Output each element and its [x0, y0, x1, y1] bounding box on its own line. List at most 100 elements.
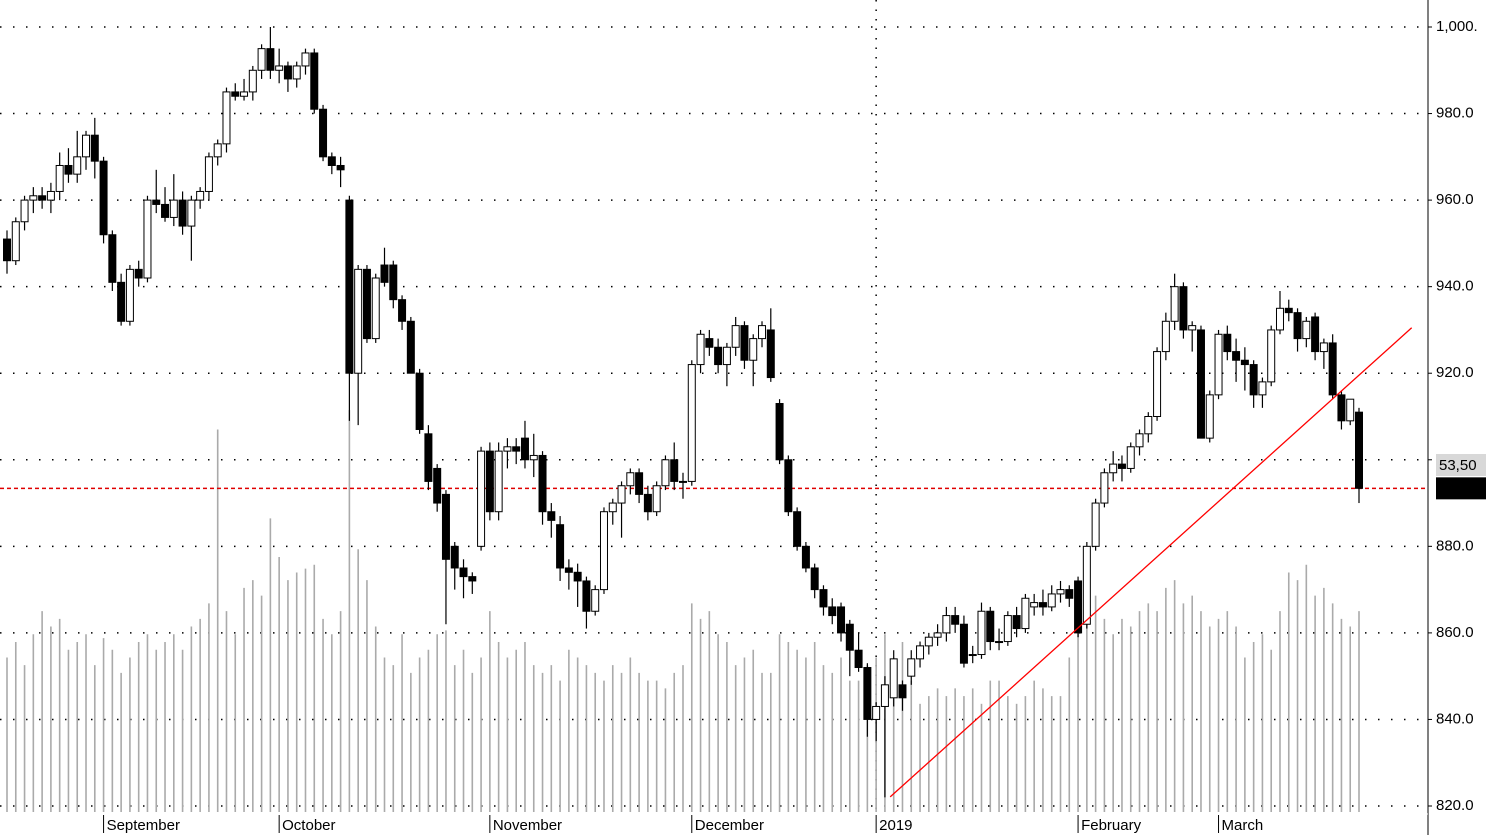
candle-body [687, 364, 696, 482]
candle-body [1153, 351, 1162, 418]
x-tick-label: December [695, 817, 764, 834]
candle-body [529, 454, 538, 461]
candle-body [1074, 580, 1083, 634]
candle-body [1355, 411, 1363, 489]
candle-body [90, 134, 99, 162]
candle-body [1346, 398, 1355, 422]
candle-body [520, 437, 529, 461]
candle-body [310, 52, 319, 110]
candle-body [1223, 333, 1232, 353]
candle-body [959, 623, 968, 664]
candle-body [1232, 351, 1241, 361]
candle-body [872, 705, 881, 720]
candle-body [3, 238, 11, 262]
candle-body [784, 459, 793, 513]
candle-body [424, 433, 433, 482]
candle-body [863, 667, 872, 720]
candle-body [670, 459, 679, 482]
candle-body [1135, 433, 1144, 448]
candle-body [845, 623, 854, 651]
candle-body [1161, 320, 1170, 353]
candle-body [608, 502, 617, 513]
candle-body [275, 65, 284, 71]
candle-body [924, 636, 933, 647]
candle-body [1126, 446, 1135, 469]
candle-body [1082, 545, 1091, 625]
candle-body [801, 545, 810, 569]
x-tick-label: November [493, 817, 562, 834]
candle-body [837, 606, 846, 634]
candle-body [231, 91, 240, 97]
candle-body [450, 545, 459, 569]
candle-body [336, 164, 345, 171]
candle-body [617, 485, 626, 504]
candle-body [222, 91, 231, 145]
candle-body [327, 156, 336, 166]
candle-body [722, 346, 731, 366]
y-tick-label: 1,000. [1436, 18, 1478, 35]
candle-body [626, 472, 635, 487]
candle-body [503, 446, 512, 452]
y-tick-label: 940.0 [1436, 278, 1474, 295]
x-tick-label: February [1081, 817, 1142, 834]
candle-body [556, 524, 565, 569]
candle-body [591, 589, 600, 612]
y-tick-label: 920.0 [1436, 364, 1474, 381]
candle-body [740, 325, 749, 361]
candle-body [1021, 597, 1030, 630]
candle-body [301, 52, 310, 67]
indicator-box [1436, 454, 1486, 476]
candle-body [758, 325, 767, 340]
candle-body [64, 164, 73, 175]
candle-body [1275, 307, 1284, 331]
candle-body [345, 199, 354, 374]
candle-body [266, 48, 275, 71]
candle-body [73, 156, 82, 175]
candle-body [248, 69, 257, 93]
candle-body [1117, 463, 1126, 469]
candle-body [257, 48, 266, 71]
candle-body [406, 320, 415, 374]
candle-body [512, 446, 521, 452]
candle-body [1109, 463, 1118, 474]
candle-body [810, 567, 819, 591]
candle-body [573, 571, 582, 582]
candle-body [679, 480, 687, 483]
candle-body [1302, 320, 1311, 340]
candle-body [916, 645, 925, 660]
candle-body [986, 610, 995, 643]
x-tick-label: October [282, 817, 335, 834]
candle-body [125, 268, 134, 322]
candle-body [1214, 333, 1223, 396]
candle-body [977, 610, 986, 656]
candle-body [889, 658, 898, 699]
candle-body [1258, 381, 1267, 396]
candle-body [108, 234, 117, 283]
y-tick-label: 860.0 [1436, 624, 1474, 641]
x-tick-label: 2019 [879, 817, 912, 834]
candle-body [635, 472, 644, 495]
candle-body [907, 658, 916, 677]
candle-body [161, 203, 170, 218]
candle-body [1267, 329, 1276, 383]
candle-body [880, 684, 889, 707]
candle-body [169, 199, 178, 218]
candle-body [178, 199, 187, 227]
candle-body [99, 160, 108, 236]
candle-body [793, 511, 802, 547]
candle-body [292, 65, 301, 80]
last-price-label: 893.4 [1439, 479, 1477, 496]
candle-body [564, 567, 573, 573]
candle-body [995, 641, 1004, 644]
candle-body [1240, 359, 1249, 366]
candle-body [477, 450, 486, 547]
candle-body [389, 264, 398, 301]
candle-body [766, 329, 775, 379]
candle-body [362, 268, 371, 340]
candle-body [661, 459, 670, 487]
candle-body [1311, 316, 1320, 353]
candle-body [1284, 307, 1293, 314]
candle-body [152, 199, 161, 205]
candle-body [319, 108, 328, 158]
